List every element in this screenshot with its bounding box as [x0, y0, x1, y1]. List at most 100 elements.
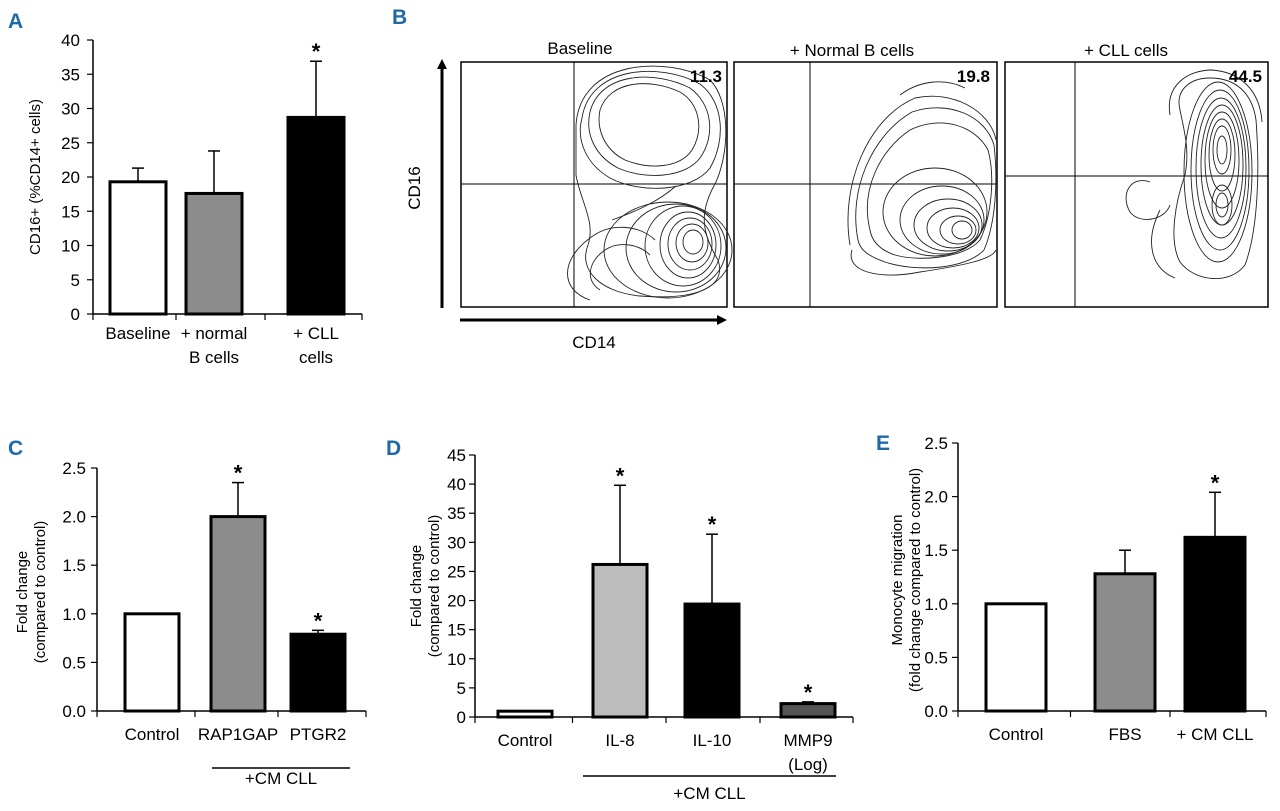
chart-a-y-tick-label: 35 — [61, 65, 80, 84]
chart-c-y-tick-label: 2.5 — [62, 459, 86, 478]
chart-e-category-label: + CM CLL — [1177, 725, 1254, 744]
chart-a-bar — [108, 180, 168, 316]
chart-e-bar — [1093, 572, 1157, 713]
chart-e-bar — [1183, 535, 1247, 713]
panel-letter-d: D — [386, 437, 401, 460]
chart-c-bar — [209, 515, 267, 713]
chart-c-y-tick-label: 0.0 — [62, 702, 86, 721]
chart-e-y-tick-label: 0.5 — [924, 648, 948, 667]
contour-title-cll-cells: + CLL cells — [1084, 41, 1168, 60]
chart-a-bar — [184, 191, 244, 316]
panel-letter-c: C — [8, 437, 23, 460]
chart-e-significance-star: * — [1211, 470, 1220, 495]
chart-d-category-label: Control — [498, 731, 553, 750]
chart-a-y-tick-label: 20 — [61, 168, 80, 187]
chart-c-y-axis-label: (compared to control) — [32, 521, 49, 664]
contour-plot-cll-cells: + CLL cells 44.5 — [1004, 41, 1269, 308]
contour-plot-baseline: Baseline 11.3 — [460, 39, 733, 308]
panel-letter-e: E — [876, 432, 890, 455]
chart-e-y-axis-label: (fold change compared to control) — [907, 468, 924, 692]
quadrant-value-baseline: 11.3 — [690, 67, 722, 86]
chart-a-y-tick-label: 40 — [61, 31, 80, 50]
cd16-axis-label: CD16 — [405, 166, 424, 209]
contour-lines-baseline — [567, 65, 733, 301]
chart-d-y-tick-label: 0 — [457, 708, 466, 727]
flow-cytometry-panel: CD16 CD14 Baseline — [405, 39, 1269, 352]
chart-c-bar — [123, 612, 181, 713]
chart-e-y-tick-label: 0.0 — [924, 702, 948, 721]
contour-title-baseline: Baseline — [547, 39, 612, 58]
chart-d-category-label: (Log) — [788, 755, 828, 774]
chart-c-category-label: RAP1GAP — [198, 725, 278, 744]
chart-e-bar — [984, 602, 1048, 713]
chart-d-y-tick-label: 5 — [457, 679, 466, 698]
bar-chart-d: 0 5 10 15 20 25 30 35 40 45 Control * IL-8 * IL-10 * MMP… — [408, 446, 854, 803]
chart-c-y-axis-label: Fold change — [14, 551, 31, 634]
chart-a-y-tick-label: 5 — [71, 271, 80, 290]
chart-a-significance-star: * — [312, 39, 321, 64]
chart-d-significance-star: * — [708, 512, 717, 537]
chart-a-category-label: Baseline — [105, 324, 170, 343]
chart-d-y-tick-label: 30 — [447, 533, 466, 552]
chart-d-group-label: +CM CLL — [673, 784, 745, 803]
chart-a-y-tick-label: 15 — [61, 202, 80, 221]
chart-d-category-label: IL-8 — [605, 731, 634, 750]
chart-c-group-label: +CM CLL — [245, 769, 317, 788]
contour-plot-normal-b-cells: + Normal B cells 19.8 — [733, 41, 998, 308]
chart-a-category-label: + normal — [181, 324, 248, 343]
chart-d-y-tick-label: 20 — [447, 592, 466, 611]
chart-d-category-label: MMP9 — [783, 731, 832, 750]
chart-d-y-tick-label: 35 — [447, 504, 466, 523]
chart-c-significance-star: * — [234, 461, 243, 486]
chart-e-y-tick-label: 1.5 — [924, 541, 948, 560]
chart-d-y-tick-label: 15 — [447, 621, 466, 640]
contour-lines-cll-cells — [1125, 69, 1263, 279]
chart-d-category-label: IL-10 — [693, 731, 732, 750]
chart-d-bar — [496, 709, 554, 719]
chart-c-y-tick-label: 1.5 — [62, 556, 86, 575]
chart-c-category-label: PTGR2 — [290, 725, 347, 744]
chart-d-significance-star: * — [804, 680, 813, 705]
chart-d-y-tick-label: 45 — [447, 446, 466, 465]
chart-d-y-tick-label: 40 — [447, 475, 466, 494]
chart-c-significance-star: * — [314, 608, 323, 633]
panel-letter-a: A — [8, 10, 23, 33]
bar-chart-c: 0.0 0.5 1.0 1.5 2.0 2.5 Control * RAP1GAP * PTGR2 F… — [14, 459, 367, 788]
chart-d-bar — [683, 602, 741, 719]
chart-a-y-tick-label: 0 — [71, 305, 80, 324]
chart-e-y-axis-label: Monocyte migration — [889, 515, 906, 646]
chart-d-y-axis-label: Fold change — [408, 545, 425, 628]
chart-d-bar — [779, 702, 837, 719]
chart-d-y-tick-label: 10 — [447, 650, 466, 669]
chart-a-bar — [286, 115, 346, 316]
cd14-axis-label: CD14 — [572, 333, 615, 352]
panel-letter-b: B — [392, 6, 407, 29]
chart-e-y-tick-label: 2.5 — [924, 434, 948, 453]
chart-d-bar — [591, 562, 649, 719]
chart-a-category-label: B cells — [189, 348, 239, 367]
chart-c-y-tick-label: 1.0 — [62, 605, 86, 624]
chart-d-y-axis-label: (compared to control) — [426, 515, 443, 658]
chart-a-category-label: cells — [299, 348, 333, 367]
chart-e-category-label: Control — [989, 725, 1044, 744]
bar-chart-e: 0.0 0.5 1.0 1.5 2.0 2.5 Control FBS * + CM CLL Mon… — [889, 434, 1267, 744]
quadrant-value-normal-b-cells: 19.8 — [957, 67, 990, 86]
chart-c-y-tick-label: 0.5 — [62, 653, 86, 672]
chart-c-y-tick-label: 2.0 — [62, 508, 86, 527]
bar-chart-a: 0 5 10 15 20 25 30 35 40 Baseline + normal B cells *… — [27, 31, 363, 367]
contour-title-normal-b-cells: + Normal B cells — [790, 41, 914, 60]
chart-a-category-label: + CLL — [293, 324, 339, 343]
chart-c-bar — [289, 632, 347, 713]
chart-a-y-tick-label: 30 — [61, 100, 80, 119]
contour-lines-normal-b-cells — [847, 81, 997, 276]
chart-a-y-axis-label: CD16+ (%CD14+ cells) — [27, 99, 44, 255]
chart-a-y-tick-label: 25 — [61, 134, 80, 153]
chart-d-significance-star: * — [616, 463, 625, 488]
chart-d-y-tick-label: 25 — [447, 562, 466, 581]
chart-e-y-tick-label: 2.0 — [924, 488, 948, 507]
chart-e-y-tick-label: 1.0 — [924, 595, 948, 614]
quadrant-value-cll-cells: 44.5 — [1229, 67, 1262, 86]
chart-c-category-label: Control — [125, 725, 180, 744]
chart-e-category-label: FBS — [1108, 725, 1141, 744]
